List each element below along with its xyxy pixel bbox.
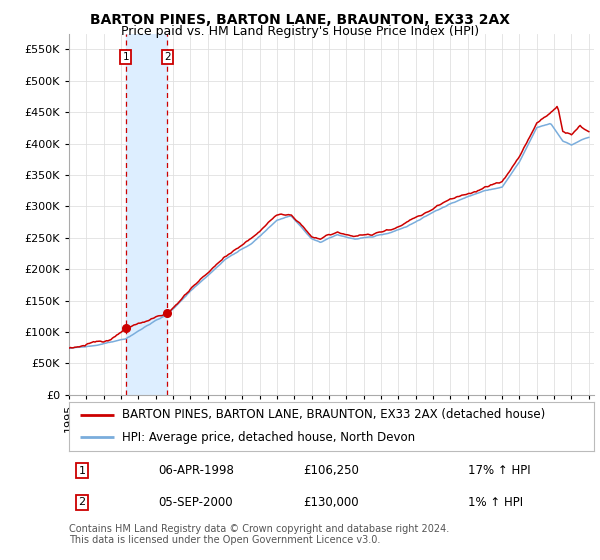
Text: Price paid vs. HM Land Registry's House Price Index (HPI): Price paid vs. HM Land Registry's House …: [121, 25, 479, 38]
Text: £106,250: £106,250: [304, 464, 359, 477]
Text: 17% ↑ HPI: 17% ↑ HPI: [468, 464, 530, 477]
Text: 1% ↑ HPI: 1% ↑ HPI: [468, 496, 523, 508]
Text: 2: 2: [164, 52, 171, 62]
Bar: [125, 34, 167, 395]
Text: £130,000: £130,000: [304, 496, 359, 508]
Text: HPI: Average price, detached house, North Devon: HPI: Average price, detached house, Nort…: [121, 431, 415, 444]
Text: 2: 2: [79, 497, 86, 507]
Text: BARTON PINES, BARTON LANE, BRAUNTON, EX33 2AX (detached house): BARTON PINES, BARTON LANE, BRAUNTON, EX3…: [121, 408, 545, 421]
Text: 1: 1: [79, 465, 86, 475]
Text: 06-APR-1998: 06-APR-1998: [158, 464, 234, 477]
Text: BARTON PINES, BARTON LANE, BRAUNTON, EX33 2AX: BARTON PINES, BARTON LANE, BRAUNTON, EX3…: [90, 13, 510, 27]
Text: 05-SEP-2000: 05-SEP-2000: [158, 496, 233, 508]
Text: 1: 1: [122, 52, 129, 62]
Text: Contains HM Land Registry data © Crown copyright and database right 2024.
This d: Contains HM Land Registry data © Crown c…: [69, 524, 449, 545]
